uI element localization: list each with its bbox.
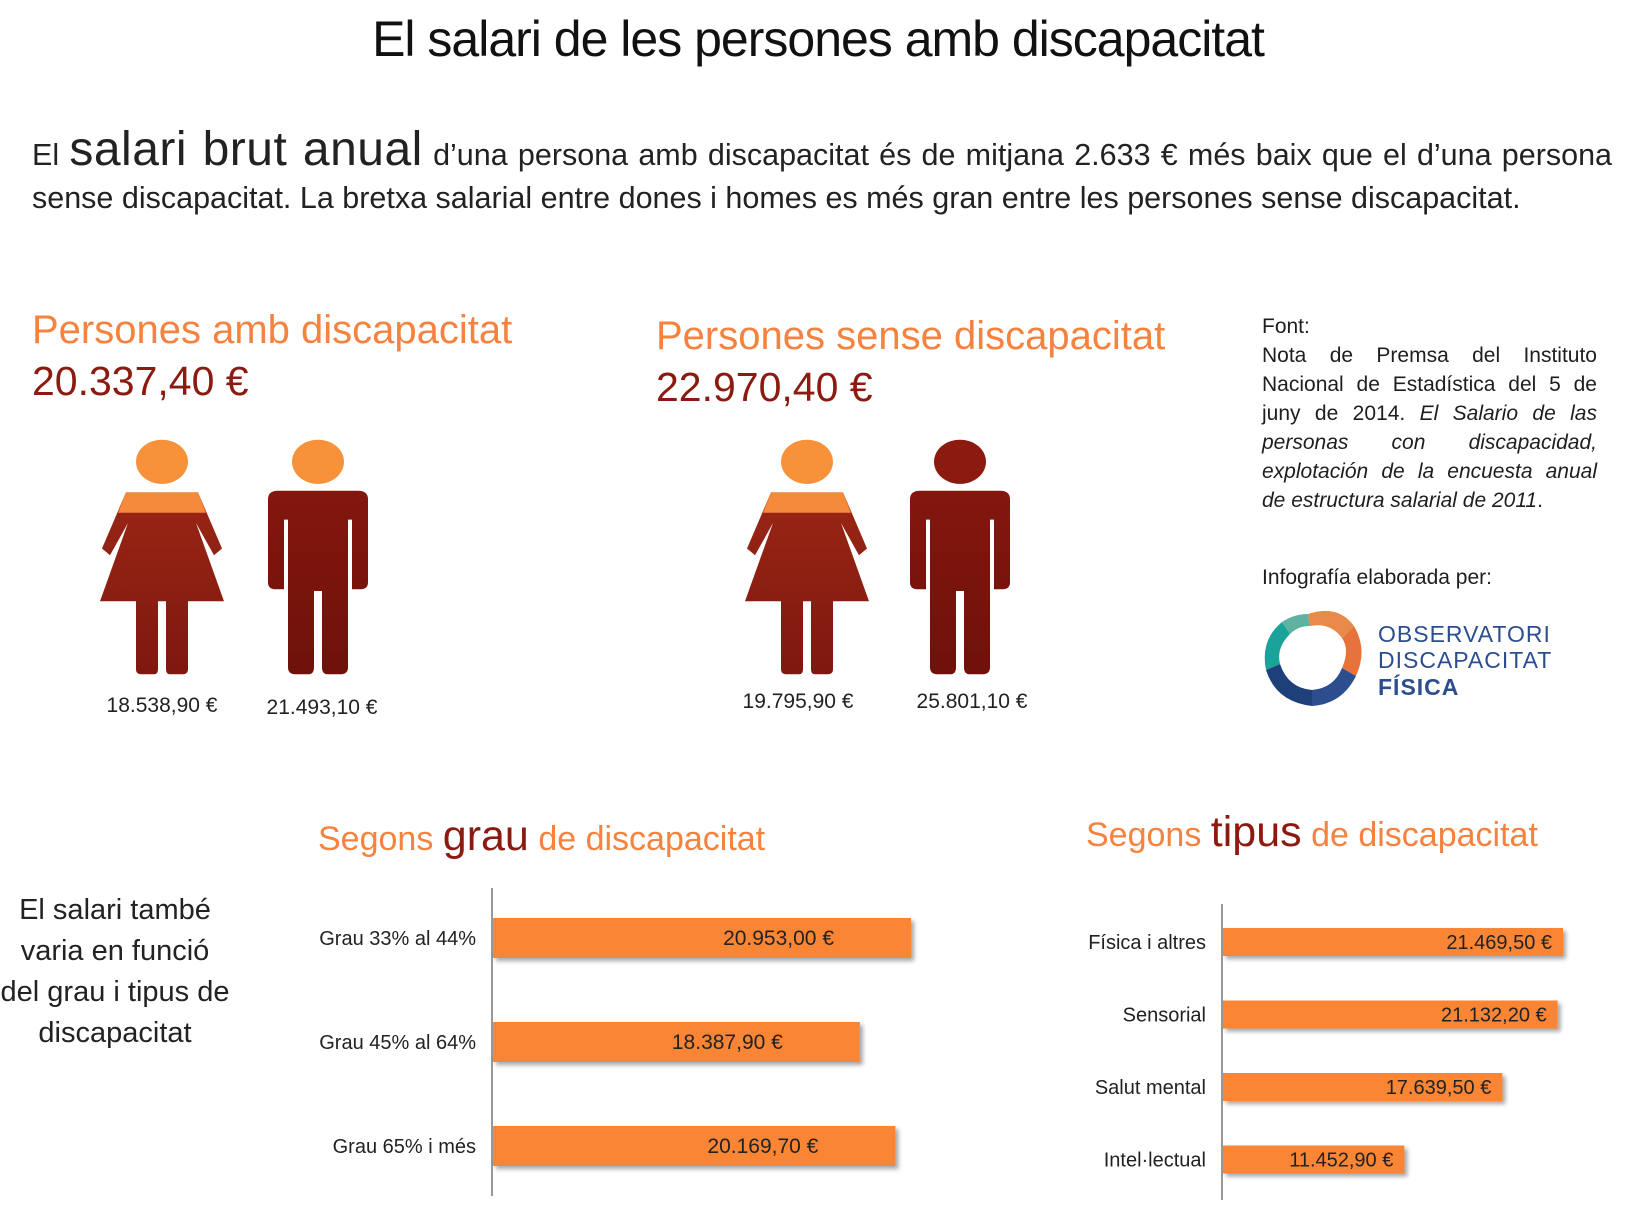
source-note: Font: Nota de Premsa del Instituto Nacio… [1262,312,1597,515]
group-with-disability-title: Persones amb discapacitat [32,308,513,352]
man-with-disability-salary: 21.493,10 € [266,696,378,719]
group-without-disability-title: Persones sense discapacitat [656,314,1166,358]
section-grau-hl: grau [442,812,529,860]
group-with-disability-total: 20.337,40 € [32,358,249,404]
source-heading: Font: [1262,315,1310,338]
logo-line2: DISCAPACITAT [1378,647,1552,673]
section-grau-pre: Segons [318,820,434,858]
data-label: 21.132,20 € [1441,1005,1547,1027]
side-note: El salari també varia en funció del grau… [0,894,230,1049]
category-label: Grau 65% i més [333,1136,476,1158]
logo-line1: OBSERVATORI [1378,621,1551,647]
source-italic: El Salario de las personas con discapaci… [1262,402,1597,512]
data-label: 20.953,00 € [723,927,834,950]
data-label: 21.469,50 € [1446,932,1552,954]
credit-text: Infografía elaborada per: [1262,566,1492,589]
man-without-disability-salary: 25.801,10 € [916,690,1028,713]
data-label: 17.639,50 € [1386,1077,1492,1099]
section-tipus-post: de discapacitat [1311,816,1538,854]
intro-rest: d’una persona amb discapacitat és de mit… [32,138,1612,215]
woman-with-disability-salary: 18.538,90 € [106,694,218,717]
bar [493,918,911,958]
category-label: Intel·lectual [1104,1150,1206,1172]
bar [493,1126,896,1166]
intro-lead-big: salari brut anual [69,123,423,176]
section-title-tipus: Segons tipus de discapacitat [1086,808,1538,857]
source-text: Nota de Premsa del Instituto Nacional de… [1262,344,1597,425]
group-without-disability-total: 22.970,40 € [656,364,873,410]
category-label: Grau 45% al 64% [319,1032,476,1054]
page-title: El salari de les persones amb discapacit… [372,11,1265,67]
section-title-grau: Segons grau de discapacitat [318,812,765,861]
intro-paragraph: El salari brut anual d’una persona amb d… [32,126,1612,220]
bar [493,1022,860,1062]
section-tipus-pre: Segons [1086,816,1202,854]
bar [1223,1073,1503,1101]
data-label: 20.169,70 € [707,1135,818,1158]
observatori-logo: OBSERVATORI DISCAPACITAT FÍSICA [1258,604,1568,714]
intro-lead-small: El [32,138,60,172]
category-label: Sensorial [1123,1005,1206,1027]
category-label: Grau 33% al 44% [319,928,476,950]
woman-without-disability-salary: 19.795,90 € [742,690,854,713]
logo-mark-icon: OBSERVATORI DISCAPACITAT FÍSICA [1264,610,1552,706]
section-grau-post: de discapacitat [538,820,766,858]
bar [1223,1000,1558,1029]
data-label: 18.387,90 € [672,1031,783,1054]
bar [1223,1145,1405,1174]
section-tipus-hl: tipus [1210,808,1302,856]
man-icon [910,439,1010,675]
logo-line3: FÍSICA [1378,673,1459,700]
source-end: . [1537,489,1543,512]
bar [1223,928,1563,956]
category-label: Física i altres [1088,932,1206,954]
data-label: 11.452,90 € [1289,1150,1393,1172]
category-label: Salut mental [1095,1077,1206,1099]
